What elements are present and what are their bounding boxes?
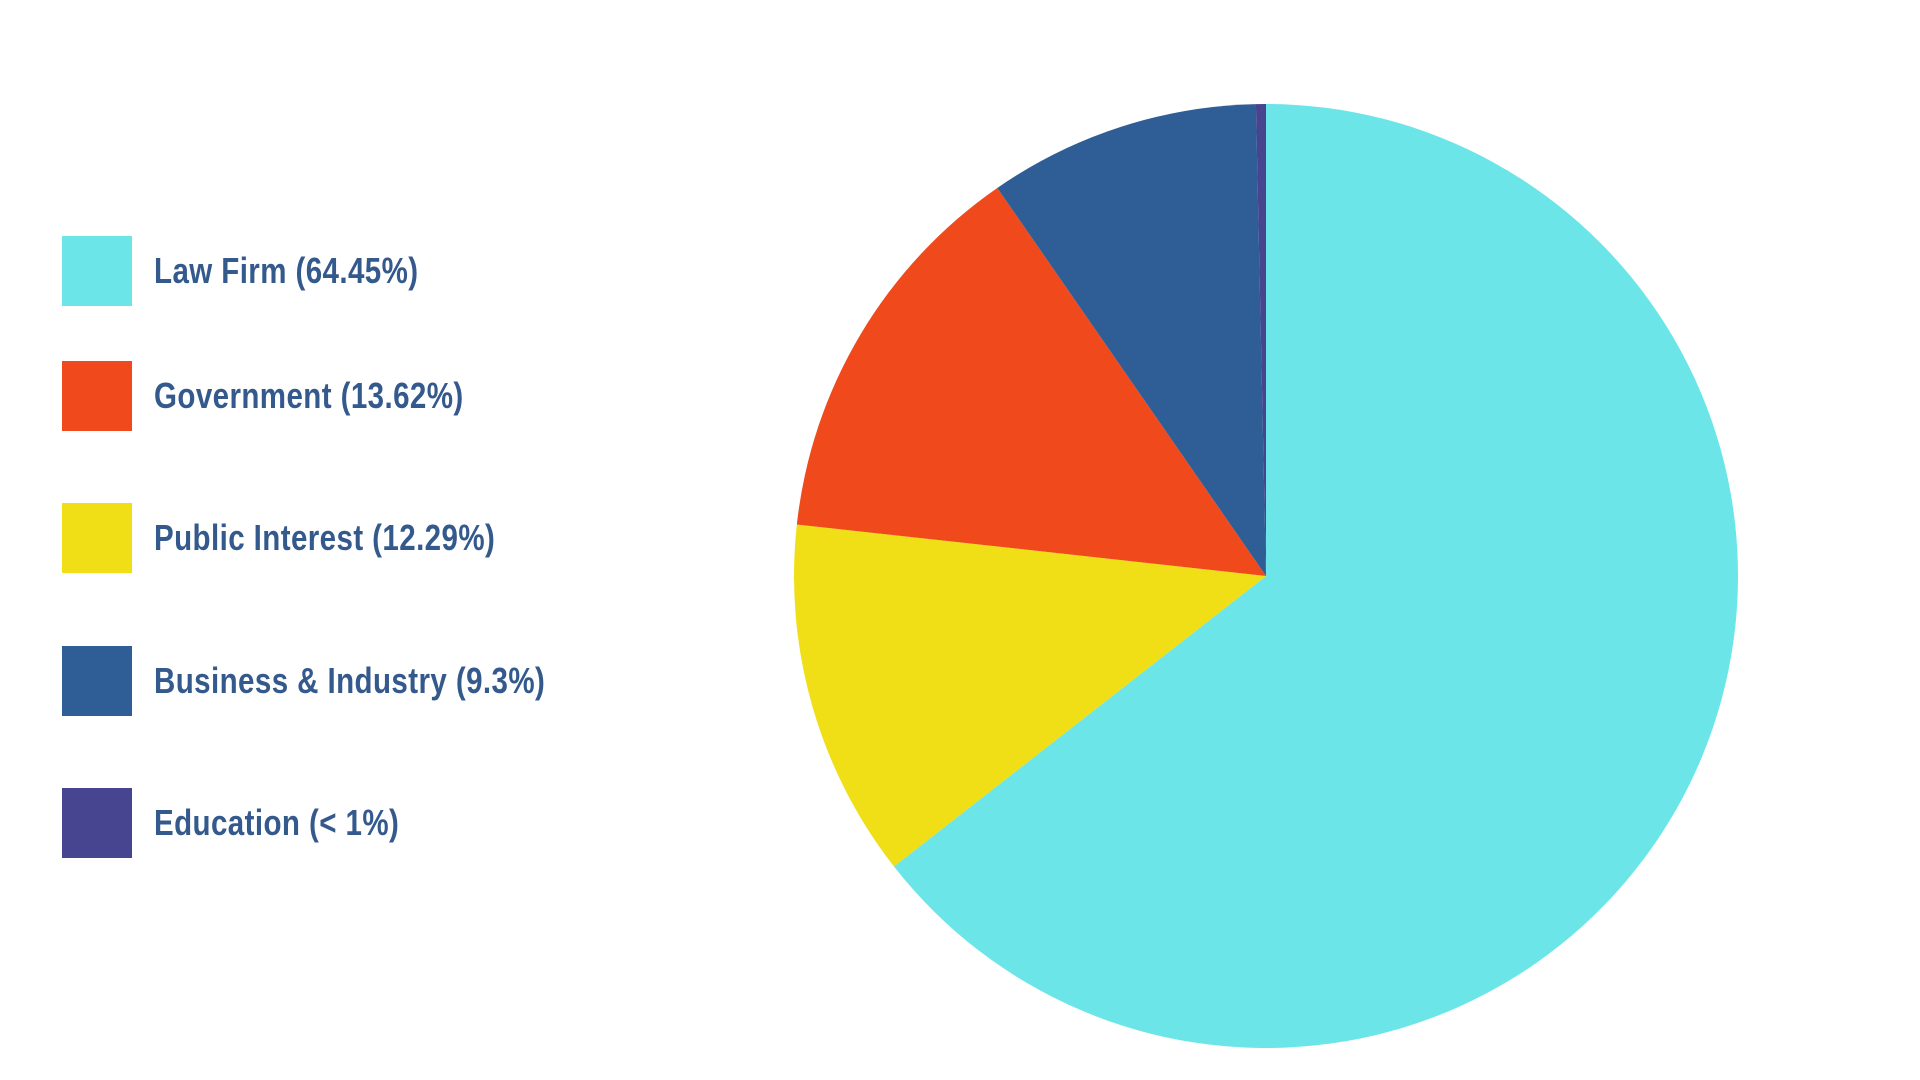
legend-swatch (62, 236, 132, 306)
pie-slice-public-interest (793, 524, 1266, 867)
legend-label: Law Firm (64.45%) (154, 250, 419, 291)
pie-slice-law-firm (893, 104, 1738, 1048)
legend-item-public-interest: Public Interest (12.29%) (62, 503, 570, 573)
legend-swatch (62, 788, 132, 858)
legend-item-government: Government (13.62%) (62, 361, 532, 431)
legend-label: Government (13.62%) (154, 375, 464, 416)
legend-item-law-firm: Law Firm (64.45%) (62, 236, 477, 306)
pie-slice-government (796, 187, 1266, 576)
legend-item-education: Education (< 1%) (62, 788, 453, 858)
legend-label: Business & Industry (9.3%) (154, 660, 546, 701)
legend-label: Education (< 1%) (154, 802, 400, 843)
pie-slice-business-industry (997, 104, 1266, 576)
legend-swatch (62, 503, 132, 573)
legend-swatch (62, 361, 132, 431)
legend-label: Public Interest (12.29%) (154, 517, 496, 558)
legend-swatch (62, 646, 132, 716)
pie-slice-education (1255, 104, 1266, 576)
legend-item-business-industry: Business & Industry (9.3%) (62, 646, 631, 716)
